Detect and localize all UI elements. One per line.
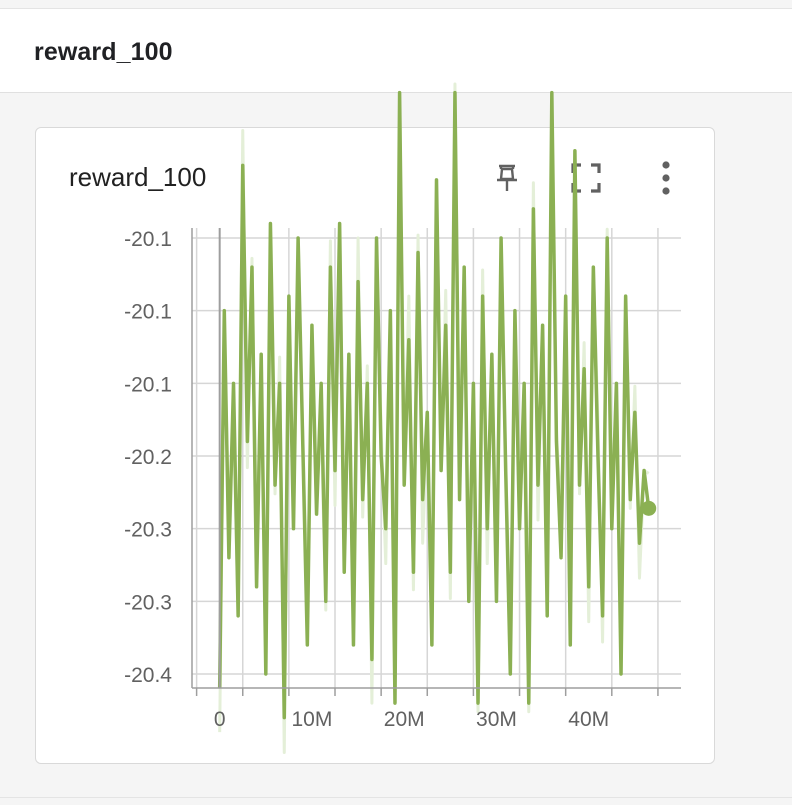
section-title: reward_100 bbox=[34, 38, 173, 66]
y-tick-label: -20.2 bbox=[124, 446, 172, 469]
x-tick-label: 20M bbox=[384, 708, 425, 731]
more-vert-icon bbox=[662, 161, 670, 195]
card-title: reward_100 bbox=[69, 162, 207, 192]
tick-labels: -20.1 -20.1 -20.1 -20.2 -20.3 -20.3 -20.4 0 10M 2… bbox=[124, 228, 609, 731]
section-header: reward_100 bbox=[0, 8, 792, 93]
y-tick-label: -20.1 bbox=[124, 301, 172, 324]
top-strip bbox=[0, 0, 792, 8]
series-line bbox=[217, 90, 651, 720]
y-tick-label: -20.1 bbox=[124, 373, 172, 396]
more-options-button[interactable] bbox=[646, 158, 686, 198]
fullscreen-icon bbox=[571, 163, 601, 193]
y-tick-label: -20.3 bbox=[124, 591, 172, 614]
fullscreen-button[interactable] bbox=[566, 158, 606, 198]
y-tick-label: -20.1 bbox=[124, 228, 172, 251]
x-tick-label: 0 bbox=[214, 708, 226, 731]
y-tick-label: -20.4 bbox=[124, 664, 172, 687]
pin-icon bbox=[497, 164, 517, 191]
x-tick-label: 40M bbox=[568, 708, 609, 731]
pin-button[interactable] bbox=[487, 158, 527, 198]
smoothed-series bbox=[217, 90, 657, 720]
bottom-edge bbox=[0, 797, 792, 805]
x-tick-label: 10M bbox=[292, 708, 333, 731]
series-last-point bbox=[641, 500, 657, 516]
x-tick-label: 30M bbox=[476, 708, 517, 731]
chart-axes bbox=[191, 228, 681, 696]
y-tick-label: -20.3 bbox=[124, 519, 172, 542]
